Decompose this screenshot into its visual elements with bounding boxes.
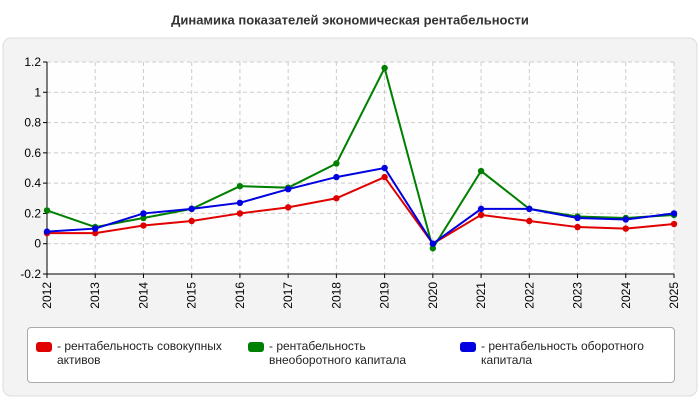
point bbox=[236, 210, 244, 217]
point bbox=[236, 182, 244, 190]
legend-swatch bbox=[36, 342, 52, 352]
point bbox=[140, 214, 147, 222]
point bbox=[477, 205, 485, 213]
point bbox=[477, 211, 485, 219]
point bbox=[526, 217, 533, 225]
series-line bbox=[46, 166, 675, 246]
point bbox=[188, 205, 195, 213]
point bbox=[92, 229, 99, 237]
x-tick-label: 2018 bbox=[329, 282, 343, 309]
y-tick-label: -0.2 bbox=[20, 267, 41, 281]
legend-label: - рентабельность внеоборотного капитала bbox=[269, 339, 406, 367]
chart-title: Динамика показателей экономическая рента… bbox=[171, 12, 529, 27]
point bbox=[381, 173, 388, 181]
legend-swatch bbox=[460, 342, 476, 352]
point bbox=[43, 228, 51, 235]
x-tick-label: 2024 bbox=[619, 282, 633, 309]
y-tick-label: 1 bbox=[34, 85, 41, 99]
point bbox=[574, 214, 581, 222]
y-tick-label: 0.8 bbox=[24, 116, 41, 130]
point bbox=[333, 195, 340, 202]
point bbox=[43, 207, 51, 214]
point bbox=[188, 217, 195, 225]
legend-swatch bbox=[248, 342, 264, 352]
y-tick-label: 0.4 bbox=[24, 176, 41, 190]
x-tick-label: 2023 bbox=[571, 282, 585, 309]
point bbox=[526, 205, 533, 213]
y-tick-label: 1.2 bbox=[24, 55, 41, 69]
legend-label: - рентабельность оборотного капитала bbox=[481, 339, 644, 367]
point bbox=[236, 199, 244, 207]
x-tick-label: 2017 bbox=[281, 282, 295, 309]
x-tick-label: 2012 bbox=[40, 282, 54, 309]
x-tick-label: 2022 bbox=[522, 282, 536, 309]
point bbox=[284, 186, 292, 193]
legend-item: - рентабельность совокупных активов bbox=[36, 339, 237, 367]
point bbox=[284, 204, 292, 211]
x-tick-label: 2021 bbox=[474, 282, 488, 309]
point bbox=[140, 210, 147, 217]
point bbox=[381, 164, 388, 172]
x-tick-label: 2014 bbox=[136, 282, 150, 309]
point bbox=[333, 173, 340, 181]
x-tick-label: 2025 bbox=[667, 282, 681, 309]
point bbox=[429, 245, 437, 252]
legend: - рентабельность совокупных активов - рен… bbox=[27, 327, 675, 383]
point bbox=[477, 167, 485, 175]
legend-label: - рентабельность совокупных активов bbox=[57, 339, 222, 367]
point bbox=[429, 240, 437, 247]
point bbox=[622, 225, 629, 232]
point bbox=[670, 210, 678, 217]
point bbox=[381, 64, 388, 72]
series-line bbox=[47, 175, 675, 246]
point bbox=[333, 160, 340, 167]
y-tick-label: 0.2 bbox=[24, 206, 41, 220]
point bbox=[92, 225, 99, 232]
y-tick-label: 0.6 bbox=[24, 146, 41, 160]
x-tick-label: 2020 bbox=[426, 282, 440, 309]
legend-item: - рентабельность внеоборотного капитала bbox=[248, 339, 449, 367]
point bbox=[140, 222, 147, 229]
series-line bbox=[46, 65, 675, 251]
point bbox=[622, 216, 629, 223]
x-tick-label: 2016 bbox=[233, 282, 247, 309]
x-tick-label: 2015 bbox=[185, 282, 199, 309]
x-tick-label: 2019 bbox=[378, 282, 392, 309]
y-tick-label: 0 bbox=[34, 237, 41, 251]
plot-area bbox=[47, 62, 674, 274]
x-tick-label: 2013 bbox=[88, 282, 102, 309]
legend-item: - рентабельность оборотного капитала bbox=[460, 339, 661, 367]
point bbox=[574, 223, 581, 231]
point bbox=[670, 220, 678, 228]
